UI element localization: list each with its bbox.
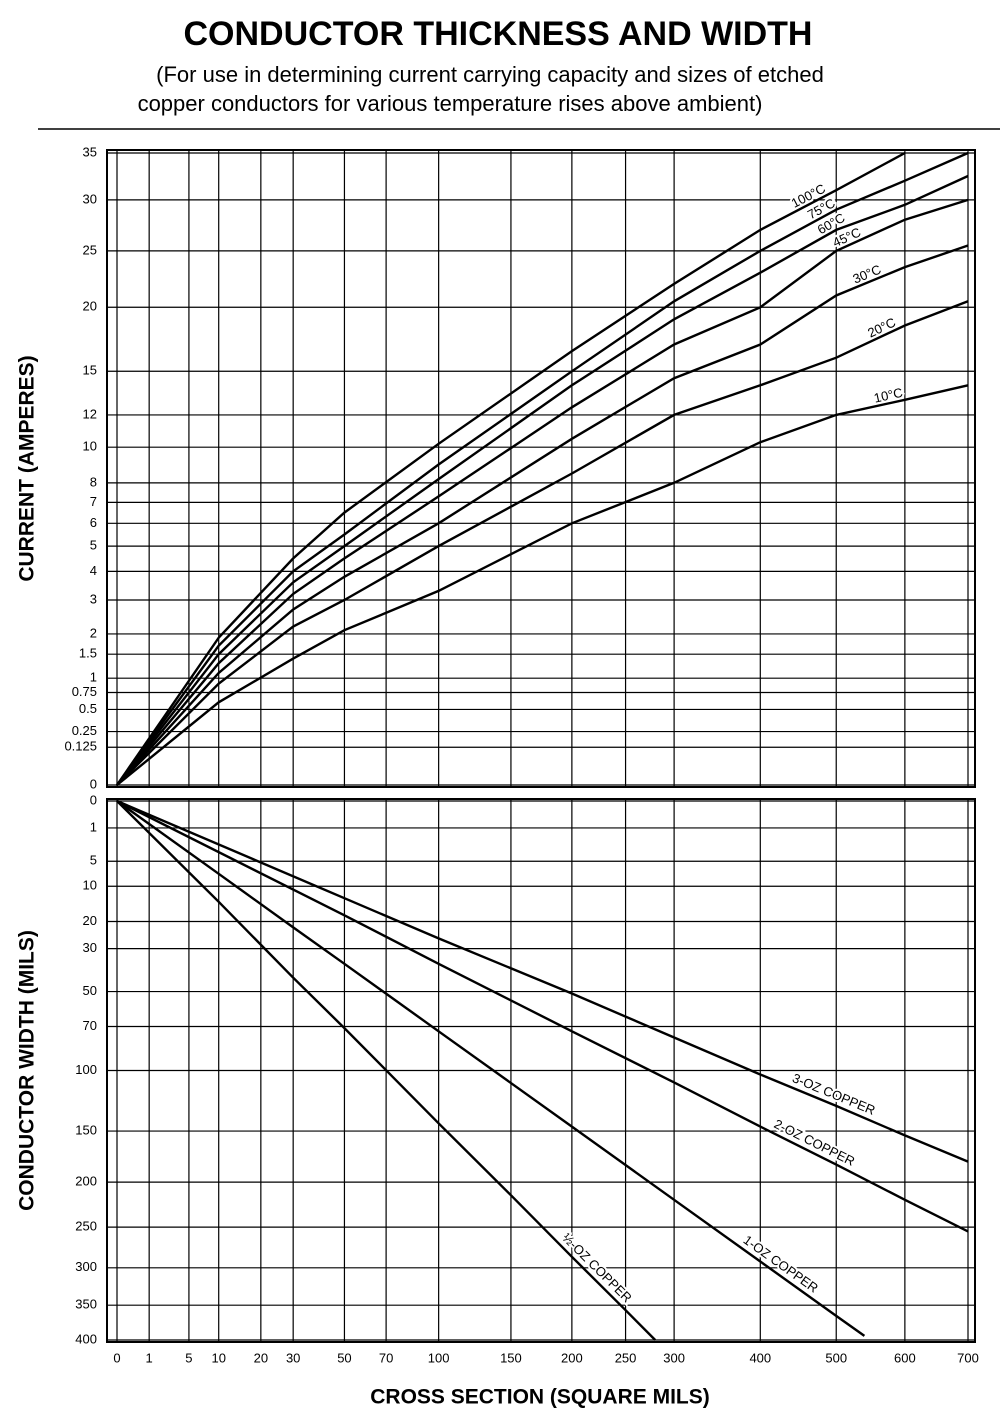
x-tick-label: 1 bbox=[146, 1350, 153, 1365]
x-tick-label: 250 bbox=[615, 1350, 637, 1365]
curve bbox=[116, 800, 866, 1337]
curve-label: 10°C bbox=[872, 385, 904, 406]
y-tick-label: 100 bbox=[75, 1062, 97, 1077]
subtitle: (For use in determining current carrying… bbox=[156, 62, 824, 87]
y-tick-label: 35 bbox=[83, 144, 97, 159]
y-tick-label: 0.5 bbox=[79, 701, 97, 716]
y-axis-label: CURRENT (AMPERES) bbox=[16, 355, 39, 581]
y-tick-label: 5 bbox=[90, 853, 97, 868]
curve bbox=[116, 799, 969, 1233]
curve bbox=[116, 799, 969, 1163]
y-tick-label: 300 bbox=[75, 1259, 97, 1274]
curve bbox=[116, 198, 969, 786]
y-tick-label: 400 bbox=[75, 1331, 97, 1346]
y-tick-label: 10 bbox=[83, 878, 97, 893]
x-tick-label: 400 bbox=[749, 1350, 771, 1365]
y-tick-label: 0.75 bbox=[72, 684, 97, 699]
y-tick-label: 350 bbox=[75, 1297, 97, 1312]
y-tick-label: 150 bbox=[75, 1123, 97, 1138]
curve-label: 1-OZ COPPER bbox=[741, 1232, 821, 1295]
x-tick-label: 0 bbox=[113, 1350, 120, 1365]
y-tick-label: 20 bbox=[83, 913, 97, 928]
curve bbox=[116, 384, 969, 786]
x-tick-label: 20 bbox=[254, 1350, 268, 1365]
y-tick-label: 1 bbox=[90, 819, 97, 834]
y-tick-label: 7 bbox=[90, 494, 97, 509]
y-tick-label: 20 bbox=[83, 299, 97, 314]
curve bbox=[116, 300, 969, 786]
x-tick-label: 100 bbox=[428, 1350, 450, 1365]
curve bbox=[116, 174, 969, 786]
y-tick-label: 200 bbox=[75, 1174, 97, 1189]
y-tick-label: 50 bbox=[83, 983, 97, 998]
y-tick-label: 0 bbox=[90, 792, 97, 807]
y-tick-label: 10 bbox=[83, 439, 97, 454]
y-tick-label: 4 bbox=[90, 563, 97, 578]
y-tick-label: 2 bbox=[90, 625, 97, 640]
x-tick-label: 5 bbox=[185, 1350, 192, 1365]
y-tick-label: 5 bbox=[90, 538, 97, 553]
y-tick-label: 1.5 bbox=[79, 646, 97, 661]
x-tick-label: 600 bbox=[894, 1350, 916, 1365]
y-tick-label: 12 bbox=[83, 406, 97, 421]
y-tick-label: 1 bbox=[90, 670, 97, 685]
y-tick-label: 250 bbox=[75, 1219, 97, 1234]
x-tick-label: 50 bbox=[337, 1350, 351, 1365]
y-tick-label: 6 bbox=[90, 515, 97, 530]
title: CONDUCTOR THICKNESS AND WIDTH bbox=[184, 15, 813, 53]
y-tick-label: 30 bbox=[83, 940, 97, 955]
x-tick-label: 150 bbox=[500, 1350, 522, 1365]
y-tick-label: 25 bbox=[83, 242, 97, 257]
y-tick-label: 0.125 bbox=[64, 739, 97, 754]
y-tick-label: 0.25 bbox=[72, 723, 97, 738]
y-tick-label: 8 bbox=[90, 474, 97, 489]
curve bbox=[116, 244, 969, 786]
x-tick-label: 200 bbox=[561, 1350, 583, 1365]
subtitle: copper conductors for various temperatur… bbox=[138, 91, 763, 116]
curve-label: 3-OZ COPPER bbox=[790, 1070, 877, 1118]
y-tick-label: 3 bbox=[90, 591, 97, 606]
y-axis-label: CONDUCTOR WIDTH (MILS) bbox=[16, 930, 39, 1211]
y-tick-label: 0 bbox=[90, 776, 97, 791]
curve-label: 2-OZ COPPER bbox=[772, 1116, 858, 1169]
x-tick-label: 70 bbox=[379, 1350, 393, 1365]
plot-frame bbox=[106, 149, 976, 788]
y-tick-label: 70 bbox=[83, 1018, 97, 1033]
x-tick-label: 700 bbox=[957, 1350, 979, 1365]
curve bbox=[116, 151, 969, 786]
x-axis-label: CROSS SECTION (SQUARE MILS) bbox=[370, 1386, 710, 1409]
x-tick-label: 500 bbox=[825, 1350, 847, 1365]
y-tick-label: 30 bbox=[83, 191, 97, 206]
x-tick-label: 300 bbox=[663, 1350, 685, 1365]
curve bbox=[116, 151, 906, 786]
x-tick-label: 30 bbox=[286, 1350, 300, 1365]
x-tick-label: 10 bbox=[211, 1350, 225, 1365]
y-tick-label: 15 bbox=[83, 363, 97, 378]
curve bbox=[116, 800, 657, 1341]
